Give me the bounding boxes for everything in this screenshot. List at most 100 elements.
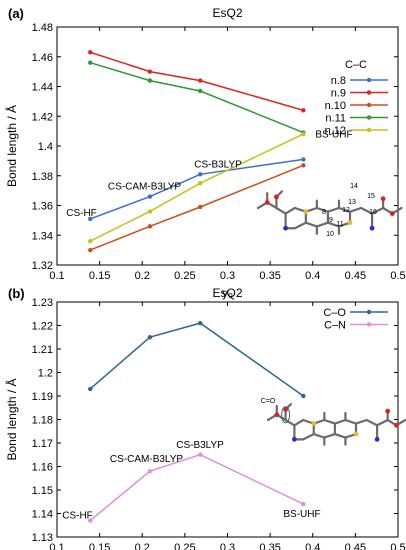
panel-b-data-point (147, 335, 153, 340)
molecule-bond (275, 206, 287, 215)
panel-b-y-tick-label: 1.22 (32, 321, 53, 333)
panel-a-y-tick-label: 1.38 (32, 171, 53, 183)
panel-a-series-line (89, 61, 304, 134)
panel-b-data-point (88, 386, 93, 392)
molecule-bond (344, 418, 358, 425)
molecule-bond (354, 418, 368, 425)
molecule-atom (374, 436, 380, 442)
panel-a-series-line (89, 51, 304, 112)
molecule-atom (347, 220, 353, 226)
panel-a-series-line (89, 158, 304, 220)
panel-a-y-tick-label: 1.4 (38, 141, 53, 153)
panel-b-y-tick-label: 1.17 (32, 438, 53, 450)
molecule-atom-number: 12 (342, 207, 350, 214)
molecule-atom (353, 431, 359, 437)
panel-a-legend-label: n.10 (325, 100, 346, 112)
molecule-highlight (281, 406, 291, 424)
panel-a-x-tick-label: 0.4 (305, 270, 320, 282)
panel-a-annotation-label: CS-HF (66, 208, 97, 219)
molecule-atom (394, 422, 399, 428)
molecule-atom (283, 225, 288, 231)
panel-a-annotation-label: CS-CAM-B3LYP (108, 182, 181, 193)
panel-a-legend-marker (366, 127, 372, 133)
panel-b-x-tick-label: 0.45 (345, 542, 366, 550)
panel-b-data-point (198, 452, 203, 457)
panel-a-x-tick-label: 0.5 (390, 270, 405, 282)
molecule-bond (326, 221, 341, 228)
panel-a-y-tick-label: 1.48 (32, 22, 53, 34)
panel-b-x-tick-label: 0.4 (305, 542, 320, 550)
molecule-bond (323, 418, 336, 425)
panel-a-x-tick-label: 0.35 (259, 270, 280, 282)
molecule-atom (311, 421, 317, 426)
panel-a-y-axis-label: Bond length / Å (4, 105, 19, 187)
panel-a-data-point (198, 180, 203, 186)
molecule-atom (385, 408, 391, 414)
molecule-atom (369, 225, 375, 231)
panel-a-y-tick-label: 1.46 (32, 52, 53, 64)
panel-a-x-axis-label: y₀ (222, 286, 233, 300)
panel-a-data-point (88, 60, 93, 65)
panel-a-data-point (301, 108, 306, 113)
panel-b-y-tick-label: 1.14 (32, 509, 53, 521)
panel-b-data-point (301, 393, 306, 399)
molecule-b (266, 403, 406, 446)
panel-b-x-tick-label: 0.35 (259, 542, 280, 550)
panel-b-y-tick-label: 1.19 (32, 391, 53, 403)
panel-b-x-tick-label: 0.15 (89, 542, 110, 550)
molecule-atom-number: 8 (322, 209, 326, 216)
molecule-bond (359, 206, 374, 215)
molecule-atom-number: 14 (350, 183, 358, 190)
panel-a-annotation-label: CS-B3LYP (194, 159, 242, 170)
molecule-atom (380, 196, 386, 202)
molecule-bond (337, 206, 352, 213)
panel-a-data-point (88, 50, 93, 55)
molecule-bond (370, 206, 385, 215)
panel-b-legend-label: C–O (323, 307, 346, 319)
panel-b-y-tick-label: 1.2 (38, 368, 53, 380)
molecule-bond-label: C=O (261, 398, 276, 405)
molecule-bond (326, 206, 341, 213)
panel-a-data-point (88, 239, 93, 244)
molecule-bond (365, 418, 379, 427)
panel-a-series-line (89, 133, 304, 242)
panel-a-legend-label: n.9 (331, 88, 346, 100)
panel-a-data-point (147, 194, 153, 199)
molecule-atom-number: 11 (336, 221, 343, 228)
molecule-bond (284, 206, 296, 215)
molecule-atom (283, 407, 288, 412)
molecule-bond (293, 418, 305, 427)
panel-b-annotation-label: BS-UHF (283, 509, 320, 520)
panel-b-y-tick-label: 1.18 (32, 415, 53, 427)
panel-b-data-point (301, 501, 306, 507)
panel-b-annotation-label: CS-B3LYP (176, 440, 224, 451)
molecule-bond (284, 418, 296, 427)
molecule-atom-number: 10 (326, 231, 334, 238)
panel-a-chart-title: EsQ2 (212, 6, 242, 20)
panel-a-data-point (301, 131, 306, 137)
panel-b-chart-title: EsQ2 (212, 286, 242, 300)
panel-b-x-tick-label: 0.3 (220, 542, 235, 550)
molecule-bond (348, 206, 363, 213)
panel-a-legend-marker (366, 90, 372, 95)
molecule-bond (376, 418, 389, 427)
molecule-bond (312, 432, 326, 439)
panel-a-x-tick-label: 0.25 (174, 270, 195, 282)
molecule-atom-number: 16 (369, 209, 377, 216)
panel-a-legend-title: C–C (345, 59, 367, 71)
molecule-atom (292, 436, 297, 442)
molecule-atom-number: 15 (367, 193, 375, 200)
panel-a-legend-marker (366, 102, 372, 108)
panel-b-x-tick-label: 0.5 (390, 542, 405, 550)
panel-b-data-point (198, 320, 203, 326)
molecule-bond (323, 432, 336, 439)
molecule-bond (293, 221, 307, 230)
molecule-atom (389, 211, 395, 216)
panel-a-y-tick-label: 1.36 (32, 201, 53, 213)
panel-a-data-point (88, 247, 93, 253)
molecule-bond (333, 418, 347, 425)
panel-b-x-tick-label: 0.2 (135, 542, 150, 550)
panel-a-data-point (147, 69, 153, 74)
panel-a-y-tick-label: 1.34 (32, 230, 53, 242)
